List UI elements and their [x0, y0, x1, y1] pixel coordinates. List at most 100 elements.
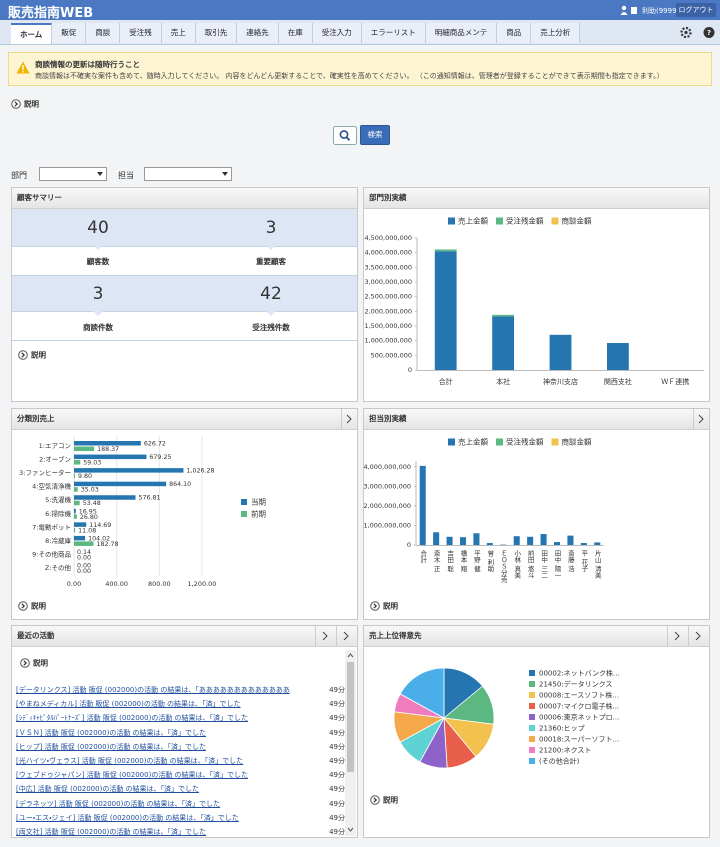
- nav-tab[interactable]: 受注入力: [312, 23, 362, 43]
- y-tick-label: 0: [408, 366, 412, 374]
- filter-select[interactable]: [144, 167, 232, 181]
- legend-swatch: [529, 725, 535, 731]
- legend-label: 21360:ヒップ: [539, 725, 585, 733]
- panel-buttons[interactable]: [315, 626, 357, 646]
- nav-tab[interactable]: 受注残: [120, 23, 162, 43]
- x-tick-label: 800.00: [148, 580, 171, 588]
- pointer: [266, 245, 276, 250]
- help-icon: [370, 795, 380, 805]
- x-tick-label: 田中 陽一: [553, 550, 561, 578]
- search-icon-button[interactable]: [333, 126, 357, 145]
- tool-icons[interactable]: ?: [680, 26, 716, 39]
- activity-row: [ヒップ] 活動 販促 (002000)の活動 の結果は、「済」でした 49分前: [16, 740, 345, 754]
- bar: [527, 536, 534, 545]
- nav-tab[interactable]: 商品: [497, 23, 532, 43]
- nav-tab[interactable]: 在庫: [278, 23, 313, 43]
- x-tick-label: 神奈川支店: [543, 377, 578, 386]
- x-tick-label: 橋本 翔: [459, 549, 467, 573]
- activity-row: [両文社] 活動 販促 (002000)の活動 の結果は、「済」でした 49分前: [16, 825, 345, 836]
- bar: [74, 441, 141, 446]
- help-label: 説明: [31, 350, 46, 360]
- panel-help[interactable]: 説明: [18, 350, 47, 360]
- bar: [473, 533, 480, 545]
- bar: [419, 465, 426, 545]
- bar: [74, 514, 77, 519]
- logout-button[interactable]: ログアウト: [676, 3, 716, 17]
- help-icon: [18, 601, 28, 611]
- bar: [74, 460, 81, 465]
- nav-tab[interactable]: ホーム: [11, 23, 53, 44]
- bar: [486, 543, 493, 545]
- activity-link[interactable]: [やまねメディカル] 活動 販促 (002000)の活動 の結果は、「済」でした: [16, 700, 241, 709]
- legend-label: 受注残金額: [506, 437, 544, 447]
- activity-link[interactable]: [中広] 活動 販促 (002000)の活動 の結果は、「済」でした: [16, 785, 200, 794]
- chart-panel: 担当別実績 0 1,000,000,000 2,000,000,000 3,000,0…: [363, 408, 710, 620]
- activity-link[interactable]: [デラネッツ] 活動 販促 (002000)の活動 の結果は、「済」でした: [16, 799, 221, 808]
- y-tick-label: 0: [407, 541, 411, 549]
- panel-help[interactable]: 説明: [20, 657, 60, 669]
- filter-select[interactable]: [39, 167, 107, 181]
- bar: [606, 343, 629, 370]
- summary-panel: 顧客サマリー 40 顧客数 3 重要顧客 3 商談件数 42 受注残件数 説明: [11, 187, 358, 402]
- value-label: 16.95: [79, 508, 97, 515]
- y-tick-label: 4,000,000,000: [364, 463, 411, 471]
- legend-label: 00002:ネットバンク株...: [539, 669, 620, 678]
- nav-tab[interactable]: 商談: [86, 23, 121, 43]
- panel-help[interactable]: 説明: [18, 601, 47, 611]
- panel-next[interactable]: [341, 409, 357, 429]
- summary-label: 顧客数: [87, 256, 110, 266]
- panel-title: 分類別売上: [12, 409, 357, 430]
- scrollbar[interactable]: [345, 650, 356, 836]
- nav-tab[interactable]: 連絡先: [237, 23, 279, 43]
- activity-link[interactable]: [ｼﾃﾞｨｷｬﾋﾟﾀﾙﾊﾟｰﾄﾅｰｽﾞ] 活動 販促 (002000)の活動 の…: [16, 714, 249, 723]
- legend-swatch: [529, 736, 535, 742]
- activity-link[interactable]: [ユー・エス・ジェイ] 活動 販促 (002000)の活動 の結果は、「済」でし…: [16, 813, 239, 822]
- y-tick-label: 1,500,000,000: [364, 322, 412, 330]
- panel-next[interactable]: [693, 409, 709, 429]
- summary-band: [12, 209, 357, 246]
- search-button[interactable]: 検索: [360, 125, 390, 145]
- activity-row: [ウェブドゥジャパン] 活動 販促 (002000)の活動 の結果は、「済」でし…: [16, 768, 345, 782]
- activity-link[interactable]: [ヒップ] 活動 販促 (002000)の活動 の結果は、「済」でした: [16, 742, 207, 751]
- y-tick-label: 4,000,000,000: [364, 249, 412, 257]
- summary-label: 商談件数: [83, 322, 113, 332]
- nav-tab[interactable]: 売上分析: [531, 23, 581, 43]
- bar: [580, 543, 587, 545]
- activity-link[interactable]: [データリンクス] 活動 販促 (002000)の活動 の結果は、「ああああああ…: [16, 686, 290, 694]
- activity-link[interactable]: [ウェブドゥジャパン] 活動 販促 (002000)の活動 の結果は、「済」でし…: [16, 771, 249, 780]
- activity-time: 49分前: [329, 728, 345, 737]
- y-tick-label: 1,000,000,000: [364, 337, 412, 345]
- panel-help[interactable]: 説明: [370, 601, 399, 611]
- activity-link[interactable]: [両文社] 活動 販促 (002000)の活動 の結果は、「済」でした: [16, 828, 207, 836]
- nav-tab[interactable]: 取引先: [195, 23, 238, 43]
- legend-label: 00006:東京ネットプロ...: [539, 713, 619, 722]
- value-label: 1,026.28: [186, 468, 214, 475]
- panel-title: 部門別実績: [364, 188, 709, 209]
- help-icon: [21, 603, 26, 609]
- page-help[interactable]: 説明: [11, 98, 51, 110]
- nav-tab[interactable]: エラーリスト: [361, 23, 426, 43]
- nav-tab[interactable]: 販促: [52, 23, 87, 43]
- panel-buttons[interactable]: [667, 626, 709, 646]
- panel-title: 顧客サマリー: [12, 188, 357, 209]
- nav-tab[interactable]: 売上: [161, 23, 196, 43]
- activity-row: [ユー・エス・ジェイ] 活動 販促 (002000)の活動 の結果は、「済」でし…: [16, 811, 345, 825]
- activity-link[interactable]: [光ハイツ・ヴェラス] 活動 販促 (002000)の活動 の結果は、「済」でし…: [16, 757, 244, 765]
- value-label: 11.08: [78, 527, 96, 534]
- bar: [74, 468, 184, 473]
- panel-title: 担当別実績: [364, 409, 709, 430]
- y-tick-label: 4:空気清浄機: [32, 482, 71, 491]
- help-icon: [370, 601, 380, 611]
- y-tick-label: 5:洗濯機: [45, 495, 71, 504]
- chart: 00002:ネットバンク株... 21450:データリンクス 00008:エースソフ…: [370, 667, 620, 805]
- nav-tab[interactable]: 明細商品メンテ: [425, 23, 498, 43]
- x-tick-label: 1,200.00: [187, 580, 216, 588]
- panel-help[interactable]: 説明: [370, 795, 399, 805]
- bar: [492, 316, 515, 370]
- activity-time: 49分前: [329, 686, 345, 694]
- legend-swatch: [496, 217, 503, 225]
- y-tick-label: 500,000,000: [371, 351, 412, 359]
- activity-link[interactable]: [ＶＳＮ] 活動 販促 (002000)の活動 の結果は、「済」でした: [16, 728, 207, 737]
- notice-text: 商談情報は不確実な案件も含めて、随時入力してください。 内容をどんどん更新するこ…: [35, 72, 664, 80]
- value-label: 35.03: [81, 487, 99, 494]
